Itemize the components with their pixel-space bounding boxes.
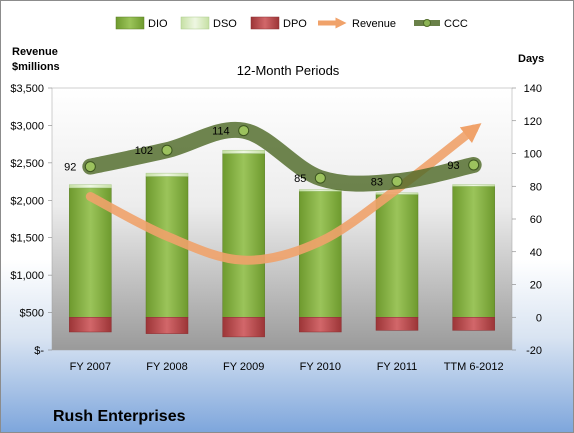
ccc-data-label: 114 [212, 126, 230, 138]
y-right-title: Days [518, 53, 544, 65]
y-left-title-line2: $millions [12, 61, 60, 73]
ccc-data-label: 93 [447, 160, 459, 172]
y-right-tick-label: 100 [524, 149, 542, 161]
ccc-point [238, 125, 250, 137]
ccc-point [161, 144, 173, 156]
y-right-axis: -20 0 20 40 60 80 100 120 140 [512, 83, 542, 357]
x-axis: FY 2007 FY 2008 FY 2009 FY 2010 FY 2011 TTM 6… [70, 361, 504, 373]
x-tick-label: FY 2007 [70, 361, 111, 373]
bar-dso [145, 172, 189, 177]
x-tick-label: FY 2009 [223, 361, 264, 373]
bars [69, 149, 495, 338]
bar-dso [452, 184, 495, 187]
y-left-tick-label: $2,500 [10, 158, 44, 170]
legend-revenue-label: Revenue [352, 18, 396, 30]
y-left-tick-label: $3,000 [10, 120, 44, 132]
legend-dpo-swatch [250, 16, 280, 30]
ccc-data-label: 85 [294, 173, 306, 185]
bar-dio [452, 186, 495, 318]
x-tick-label: FY 2011 [377, 361, 418, 373]
legend-dio-label: DIO [148, 18, 168, 30]
y-left-axis: $- $500 $1,000 $1,500 $2,000 $2,500 $3,000 $3,5… [10, 83, 52, 357]
bar-dpo [375, 317, 419, 331]
bar-dio [375, 194, 419, 318]
y-right-tick-label: 0 [536, 312, 542, 324]
y-right-tick-label: 80 [530, 181, 542, 193]
legend-dso-swatch [180, 16, 210, 30]
ccc-point [391, 175, 403, 187]
ccc-data-label: 83 [371, 176, 383, 188]
ccc-point [314, 172, 326, 184]
y-right-tick-label: 60 [530, 214, 542, 226]
legend: DIO DSO DPO Revenue CCC [115, 16, 468, 30]
bar-dio [69, 187, 112, 318]
bar-dio [299, 190, 342, 318]
y-right-tick-label: 20 [530, 280, 542, 292]
chart-title: 12-Month Periods [237, 63, 340, 78]
bar-dio [222, 153, 265, 318]
y-right-tick-label: 140 [524, 83, 542, 95]
bar-dpo [69, 317, 112, 333]
ccc-point [84, 161, 96, 173]
ccc-data-label: 102 [135, 145, 153, 157]
y-right-tick-label: 120 [524, 116, 542, 128]
bar-dso [222, 149, 265, 154]
x-tick-label: FY 2008 [146, 361, 187, 373]
bar-dso [69, 184, 112, 189]
y-left-tick-label: $- [34, 345, 44, 357]
y-left-tick-label: $1,000 [10, 270, 44, 282]
bar-dpo [145, 317, 189, 334]
y-right-tick-label: 40 [530, 247, 542, 259]
ccc-data-label: 92 [64, 162, 76, 174]
bar-dpo [452, 317, 495, 331]
ccc-series: 92 102 114 85 83 93 [64, 121, 482, 192]
y-left-tick-label: $2,000 [10, 195, 44, 207]
ccc-point [468, 159, 480, 171]
legend-dpo-label: DPO [283, 18, 307, 30]
bar-dpo [299, 317, 342, 333]
bar-dpo [222, 317, 265, 338]
legend-ccc-label: CCC [444, 18, 468, 30]
plot-area [51, 87, 513, 351]
legend-ccc-marker [423, 19, 431, 27]
y-right-tick-label: -20 [526, 345, 542, 357]
x-tick-label: TTM 6-2012 [444, 361, 504, 373]
y-left-title-line1: Revenue [12, 46, 58, 58]
y-left-tick-label: $500 [20, 308, 44, 320]
company-name: Rush Enterprises [53, 408, 186, 425]
x-tick-label: FY 2010 [300, 361, 341, 373]
y-left-tick-label: $1,500 [10, 233, 44, 245]
legend-dio-swatch [115, 16, 145, 30]
y-left-tick-label: $3,500 [10, 83, 44, 95]
legend-dso-label: DSO [213, 18, 237, 30]
